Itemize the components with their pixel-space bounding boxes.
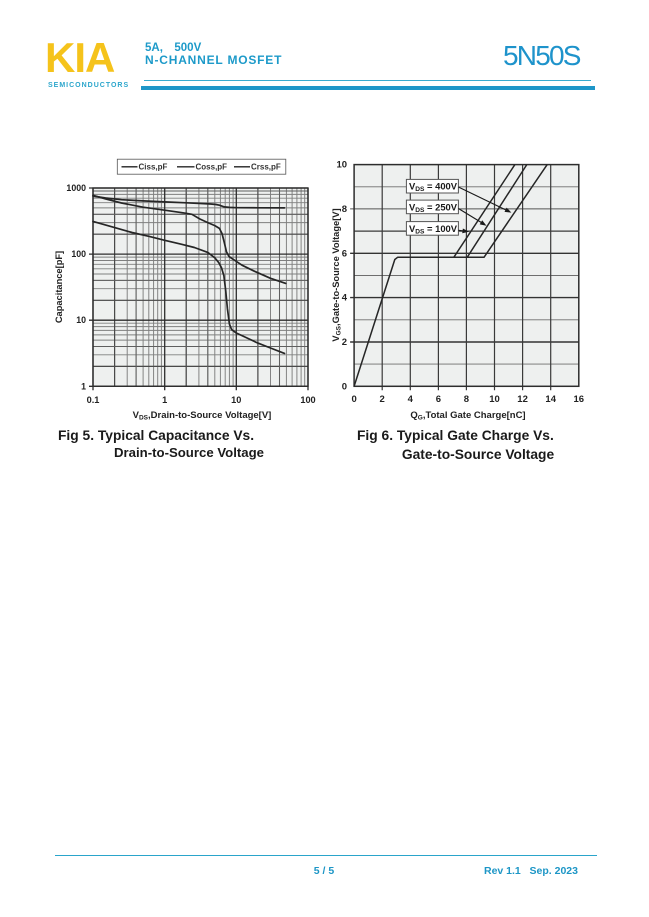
svg-text:2: 2 xyxy=(342,337,347,348)
svg-text:6: 6 xyxy=(342,248,347,259)
svg-text:10: 10 xyxy=(231,395,241,405)
svg-text:16: 16 xyxy=(574,394,585,405)
svg-text:Capacitance[pF]: Capacitance[pF] xyxy=(54,251,64,323)
svg-text:Ciss,pF: Ciss,pF xyxy=(139,163,168,172)
svg-text:100: 100 xyxy=(300,395,315,405)
svg-text:10: 10 xyxy=(337,160,348,171)
svg-text:VDS,Drain-to-Source Voltage[V]: VDS,Drain-to-Source Voltage[V] xyxy=(133,410,272,422)
svg-text:14: 14 xyxy=(545,394,556,405)
svg-text:12: 12 xyxy=(517,394,528,405)
svg-text:1: 1 xyxy=(162,395,167,405)
svg-text:10: 10 xyxy=(489,394,500,405)
svg-text:Drain-to-Source Voltage: Drain-to-Source Voltage xyxy=(114,445,264,460)
svg-text:Gate-to-Source Voltage: Gate-to-Source Voltage xyxy=(402,447,555,462)
svg-text:Fig 6. Typical Gate Charge Vs.: Fig 6. Typical Gate Charge Vs. xyxy=(357,428,554,443)
svg-text:100: 100 xyxy=(71,249,86,259)
svg-text:4: 4 xyxy=(408,394,414,405)
svg-text:1: 1 xyxy=(81,381,86,391)
svg-text:10: 10 xyxy=(76,315,86,325)
svg-text:VGS,Gate-to-Source Voltage[V]: VGS,Gate-to-Source Voltage[V] xyxy=(331,208,343,341)
svg-text:1000: 1000 xyxy=(66,183,86,193)
svg-text:4: 4 xyxy=(342,293,348,304)
svg-text:2: 2 xyxy=(380,394,385,405)
svg-text:QG,Total Gate Charge[nC]: QG,Total Gate Charge[nC] xyxy=(410,410,525,422)
svg-text:8: 8 xyxy=(464,394,469,405)
svg-text:0: 0 xyxy=(342,381,347,392)
svg-text:Fig 5. Typical Capacitance Vs.: Fig 5. Typical Capacitance Vs. xyxy=(58,428,254,443)
svg-text:6: 6 xyxy=(436,394,441,405)
svg-text:8: 8 xyxy=(342,204,347,215)
svg-text:0.1: 0.1 xyxy=(87,395,100,405)
svg-text:Coss,pF: Coss,pF xyxy=(196,163,228,172)
svg-text:Crss,pF: Crss,pF xyxy=(251,163,281,172)
svg-text:0: 0 xyxy=(351,394,356,405)
